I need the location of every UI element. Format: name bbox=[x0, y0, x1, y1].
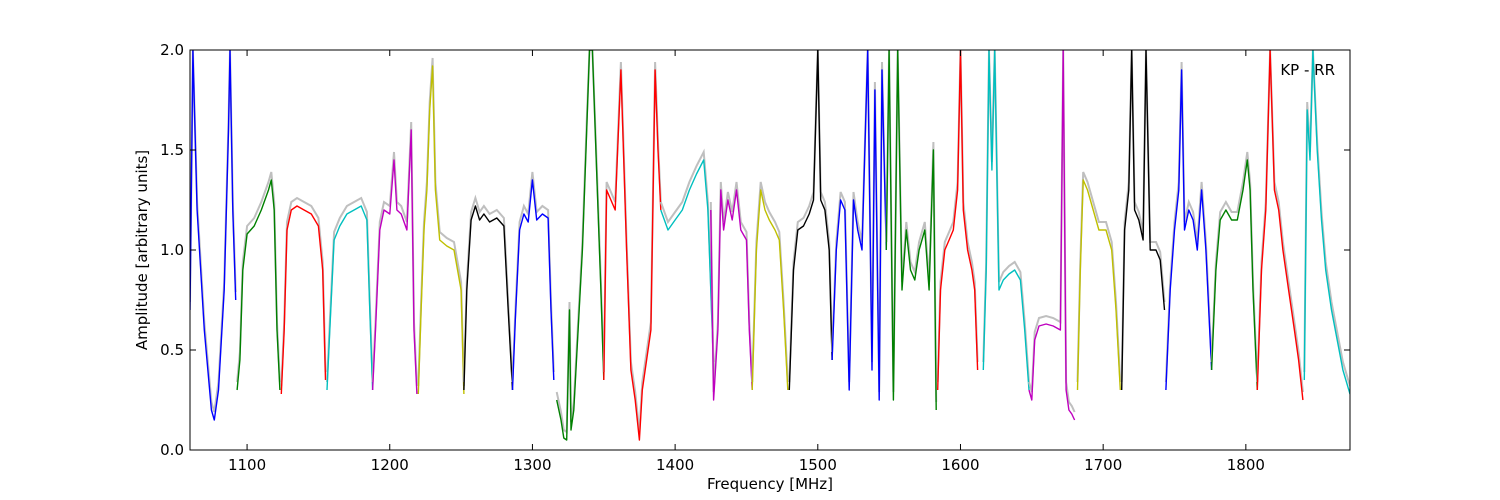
y-tick-label-3: 1.5 bbox=[160, 141, 184, 159]
series-line-23 bbox=[1256, 50, 1304, 401]
x-tick-label-4: 1500 bbox=[799, 456, 837, 474]
series-line-0 bbox=[190, 50, 237, 421]
series-line-17 bbox=[982, 50, 1030, 391]
series-line-11 bbox=[710, 189, 753, 401]
series-line-7 bbox=[511, 179, 555, 391]
series-line-21 bbox=[1165, 69, 1213, 391]
series-line-22 bbox=[1210, 159, 1258, 391]
x-axis-ticks: 1100 1200 1300 1400 1500 1600 1700 1800 bbox=[228, 50, 1265, 474]
y-tick-label-2: 1.0 bbox=[160, 241, 184, 259]
x-tick-label-3: 1400 bbox=[656, 456, 694, 474]
chart-annotation: KP - RR bbox=[1280, 61, 1335, 79]
series-line-10 bbox=[660, 159, 715, 371]
x-tick-label-2: 1300 bbox=[513, 456, 551, 474]
y-tick-label-1: 0.5 bbox=[160, 341, 184, 359]
x-tick-label-7: 1800 bbox=[1227, 456, 1265, 474]
series-line-16 bbox=[937, 50, 979, 391]
y-tick-label-0: 0.0 bbox=[160, 441, 184, 459]
series-line-18 bbox=[1028, 50, 1076, 421]
x-tick-label-0: 1100 bbox=[228, 456, 266, 474]
x-axis-label: Frequency [MHz] bbox=[707, 475, 833, 493]
series-line-8 bbox=[556, 50, 605, 441]
series-line-12 bbox=[751, 189, 789, 391]
series-layer bbox=[190, 50, 1350, 441]
series-line-2 bbox=[280, 205, 327, 395]
series-line-19 bbox=[1076, 179, 1121, 391]
y-axis-label: Amplitude [arbitrary units] bbox=[133, 150, 151, 350]
series-line-4 bbox=[371, 129, 418, 395]
plot-area bbox=[190, 50, 1350, 450]
series-line-24 bbox=[1303, 50, 1350, 395]
series-line-5 bbox=[417, 65, 465, 395]
series-line-9 bbox=[603, 69, 662, 441]
background-trace-20 bbox=[1120, 50, 1166, 383]
x-tick-label-5: 1600 bbox=[941, 456, 979, 474]
series-line-13 bbox=[788, 50, 833, 391]
y-tick-label-4: 2.0 bbox=[160, 41, 184, 59]
series-line-3 bbox=[326, 205, 374, 391]
series-line-20 bbox=[1121, 50, 1166, 391]
series-line-14 bbox=[831, 50, 887, 401]
series-line-1 bbox=[236, 179, 281, 391]
x-tick-label-6: 1700 bbox=[1084, 456, 1122, 474]
series-line-15 bbox=[885, 50, 937, 411]
y-axis-ticks: 0.0 0.5 1.0 1.5 2.0 bbox=[160, 41, 1350, 459]
x-tick-label-1: 1200 bbox=[371, 456, 409, 474]
series-line-6 bbox=[463, 205, 514, 391]
